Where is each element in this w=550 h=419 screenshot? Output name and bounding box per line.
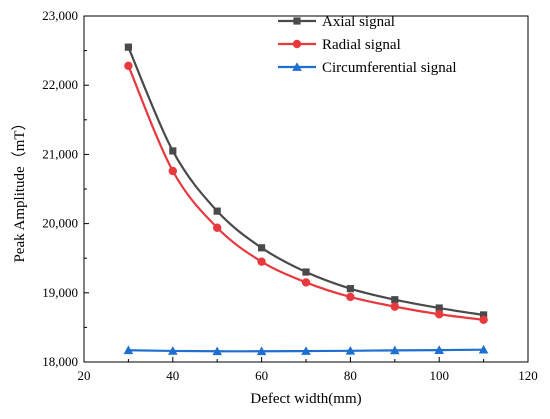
series-2 (124, 61, 488, 324)
x-axis-title: Defect width(mm) (250, 391, 361, 407)
data-point (123, 345, 134, 355)
data-point (124, 61, 133, 71)
data-point (256, 346, 267, 356)
data-point (168, 166, 177, 176)
data-point (213, 207, 221, 215)
data-point (258, 244, 266, 252)
data-point (390, 302, 399, 311)
data-point (168, 346, 178, 355)
series-layer (123, 43, 489, 356)
data-point (345, 345, 356, 355)
legend-item: Radial signal (278, 37, 401, 53)
legend-label: Axial signal (322, 14, 395, 30)
data-point (435, 304, 443, 312)
axes: 20 40 60 80 100 120 18,000 19,000 20,000 21,000 22… (42, 8, 538, 383)
y-tick-label: 20,000 (42, 216, 78, 231)
data-point (212, 346, 222, 356)
data-point (301, 346, 311, 355)
y-tick-label: 18,000 (42, 354, 78, 369)
data-point (169, 147, 177, 155)
y-tick-label: 22,000 (42, 77, 78, 92)
data-point (479, 315, 488, 324)
y-tick-label: 19,000 (42, 285, 78, 300)
y-tick-label: 21,000 (42, 146, 78, 161)
series-3 (123, 344, 489, 356)
data-point (480, 311, 488, 319)
data-point (346, 285, 354, 293)
legend-item: Axial signal (278, 14, 395, 30)
data-point (435, 310, 444, 319)
data-point (434, 345, 444, 354)
data-point (124, 43, 132, 51)
data-point (391, 296, 399, 304)
series-1 (124, 43, 488, 319)
x-tick-label: 80 (344, 368, 357, 383)
data-point (257, 257, 266, 266)
y-tick-label: 23,000 (42, 8, 78, 23)
x-tick-label: 120 (518, 368, 538, 383)
data-point (301, 278, 311, 287)
data-point (390, 345, 400, 355)
legend-label: Circumferential signal (322, 60, 457, 76)
legend-item: Circumferential signal (278, 60, 457, 76)
x-tick-label: 20 (78, 368, 91, 383)
x-tick-label: 40 (166, 368, 179, 383)
legend-swatch-marker (292, 62, 302, 71)
legend: Axial signal Radial signal Circumferential… (278, 14, 457, 76)
x-tick-label: 60 (255, 368, 268, 383)
data-point (346, 292, 355, 302)
legend-swatch-marker (293, 17, 301, 25)
legend-label: Radial signal (322, 37, 401, 53)
data-point (302, 268, 310, 276)
x-tick-label: 100 (429, 368, 449, 383)
legend-swatch-marker (292, 39, 302, 49)
data-point (478, 344, 489, 354)
data-point (213, 223, 222, 232)
y-axis-title: Peak Amplitude（mT） (11, 115, 28, 262)
